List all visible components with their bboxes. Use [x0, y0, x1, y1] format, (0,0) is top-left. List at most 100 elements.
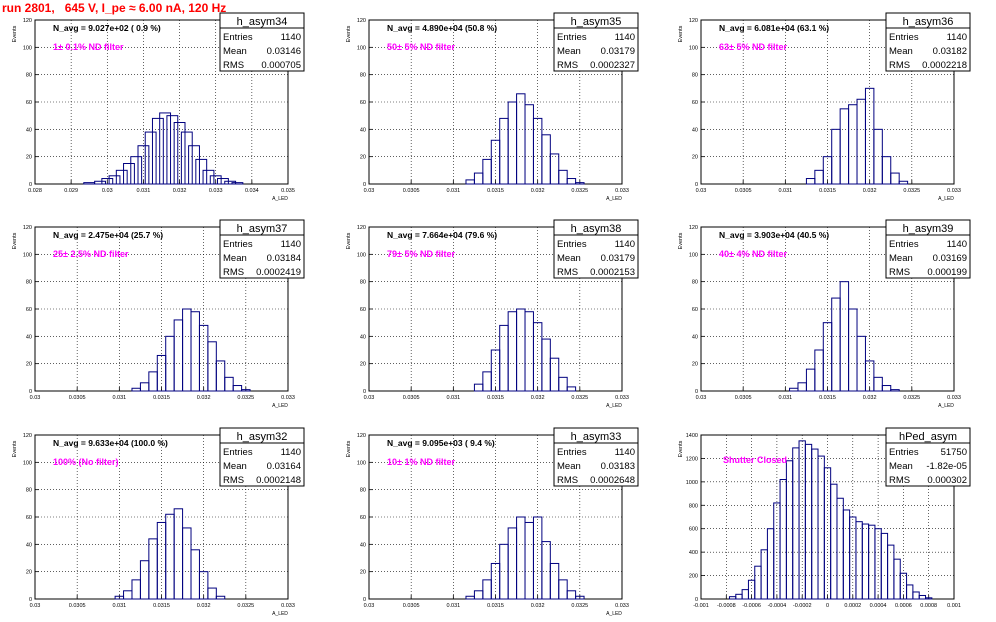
stats-label: RMS — [889, 60, 910, 71]
histogram-bin — [473, 590, 484, 600]
histogram-panel: -0.001 -0.0008 -0.0006 -0.0004 -0.0002 0 0.000… — [678, 427, 971, 609]
stats-value: 0.0002327 — [590, 60, 635, 71]
stats-label: Mean — [223, 46, 247, 57]
histogram-bin — [805, 368, 816, 392]
stats-label: RMS — [557, 475, 578, 486]
histogram-bin — [880, 532, 889, 600]
histogram-bin — [130, 156, 143, 185]
histogram-bin — [839, 281, 850, 392]
filter-label: 100% (No filter) — [53, 457, 119, 467]
stats-label: RMS — [223, 267, 244, 278]
y-tick-label: 20 — [360, 155, 366, 161]
y-tick-label: 0 — [363, 597, 366, 603]
stats-box — [219, 427, 305, 487]
x-tick-label: 0.03 — [364, 395, 375, 401]
x-tick-label: 0.031 — [112, 395, 126, 401]
x-tick-label: -0.001 — [693, 603, 709, 609]
histogram-name: h_asym39 — [903, 223, 954, 235]
histogram-panel: 0.03 0.0305 0.031 0.0315 0.032 0.0325 0.033 0 20… — [346, 219, 639, 409]
histogram-bin — [156, 354, 167, 392]
y-tick-label: 40 — [360, 127, 366, 133]
stats-label: Mean — [557, 461, 581, 472]
stats-box — [885, 219, 971, 279]
histogram-bin — [864, 87, 875, 185]
y-axis-label: Events — [346, 232, 352, 249]
histogram-bin — [831, 297, 841, 392]
stats-label: Entries — [557, 239, 587, 250]
x-tick-label: 0.03 — [30, 395, 41, 401]
histogram-bin — [507, 101, 518, 185]
y-tick-label: 40 — [360, 542, 366, 548]
y-axis-label: Events — [346, 25, 352, 42]
x-tick-label: 0.031 — [137, 188, 151, 194]
histogram-panel: 0.03 0.0305 0.031 0.0315 0.032 0.0325 0.033 0 20… — [678, 12, 971, 202]
histogram-bin — [473, 172, 484, 185]
histogram-bin — [241, 389, 251, 392]
x-axis-label: A_LED — [272, 196, 288, 202]
stats-value: 1140 — [615, 447, 635, 458]
histogram-bin — [566, 590, 577, 600]
histogram-bin — [766, 528, 775, 600]
histogram-bin — [173, 122, 186, 185]
y-tick-label: 800 — [689, 503, 698, 509]
histogram-bin — [207, 341, 217, 392]
y-tick-label: 100 — [357, 252, 366, 258]
histogram-bin — [482, 579, 492, 600]
histogram-bin — [575, 595, 585, 600]
x-tick-label: 0.0002 — [844, 603, 861, 609]
stats-value: 1140 — [281, 32, 301, 43]
y-axis-label: Events — [12, 440, 18, 457]
x-tick-label: 0.0315 — [153, 395, 170, 401]
x-tick-label: 0.001 — [947, 603, 961, 609]
stats-value: 0.000302 — [927, 475, 967, 486]
histogram-bin — [864, 360, 875, 392]
y-tick-label: 20 — [692, 155, 698, 161]
histogram-bin — [524, 311, 534, 392]
histogram-bin — [188, 145, 200, 185]
filter-label: 1± 0.1% ND filter — [53, 42, 124, 52]
histogram-name: h_asym34 — [237, 16, 288, 28]
histogram-bin — [499, 543, 509, 600]
stats-value: 0.03146 — [267, 46, 301, 57]
histogram-bin — [814, 349, 824, 392]
histogram-bin — [165, 335, 175, 392]
y-tick-label: 80 — [26, 280, 32, 286]
histogram-bin — [490, 562, 501, 600]
y-axis-label: Events — [12, 25, 18, 42]
x-tick-label: 0.0305 — [69, 603, 86, 609]
histogram-bin — [797, 382, 807, 392]
x-axis-label: A_LED — [938, 196, 954, 202]
stats-box — [885, 427, 971, 487]
stats-label: Mean — [223, 253, 247, 264]
y-tick-label: 80 — [692, 280, 698, 286]
avg-text: N_avg = 2.475e+04 (25.7 %) — [53, 230, 163, 240]
y-tick-label: 100 — [357, 45, 366, 51]
histogram-bin — [773, 502, 781, 600]
x-tick-label: 0.0315 — [819, 188, 836, 194]
y-tick-label: 20 — [26, 155, 32, 161]
avg-text: N_avg = 9.095e+03 ( 9.4 %) — [387, 438, 495, 448]
stats-value: 0.03182 — [933, 46, 967, 57]
y-tick-label: 40 — [26, 542, 32, 548]
histogram-bin — [207, 587, 217, 600]
histogram-bin — [231, 182, 244, 185]
histogram-bin — [465, 179, 475, 185]
y-tick-label: 0 — [363, 182, 366, 188]
stats-value: 1140 — [947, 239, 967, 250]
histogram-bin — [166, 115, 179, 185]
stats-label: Entries — [889, 447, 919, 458]
histogram-bin — [549, 357, 560, 392]
x-tick-label: 0.0315 — [487, 188, 504, 194]
stats-label: Entries — [223, 32, 253, 43]
histogram-bin — [465, 595, 475, 600]
filter-label: 40± 4% ND filter — [719, 249, 787, 259]
stats-value: 51750 — [941, 447, 967, 458]
stats-label: Mean — [889, 46, 913, 57]
x-tick-label: 0.0305 — [403, 188, 420, 194]
y-tick-label: 0 — [29, 389, 32, 395]
y-tick-label: 60 — [26, 307, 32, 313]
histogram-name: h_asym32 — [237, 431, 288, 443]
y-tick-label: 1200 — [686, 456, 698, 462]
stats-box — [553, 219, 639, 279]
histogram-bin — [507, 527, 518, 600]
